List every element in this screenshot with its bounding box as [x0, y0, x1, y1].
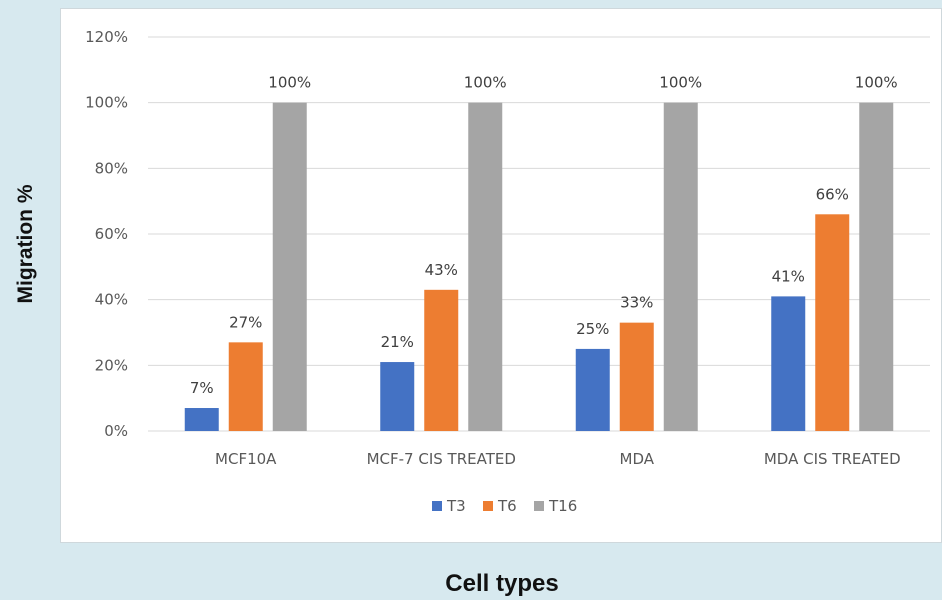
bar-t6-1 [228, 342, 263, 431]
category-label: MCF10A [215, 450, 277, 468]
x-axis-title: Cell types [445, 570, 559, 597]
bar-t3-2 [380, 362, 415, 431]
category-label: MDA CIS TREATED [764, 450, 901, 468]
y-tick-label: 40% [95, 291, 128, 309]
bar-t3-1 [184, 408, 219, 431]
data-label: 100% [659, 74, 702, 92]
y-tick-label: 100% [85, 94, 128, 112]
legend: T3 T6 T16 [432, 497, 577, 515]
data-label: 43% [425, 261, 458, 279]
category-label: MCF-7 CIS TREATED [367, 450, 516, 468]
data-label: 66% [816, 185, 849, 203]
bar-t6-2 [424, 289, 459, 431]
legend-label: T16 [548, 497, 577, 515]
y-axis-ticks: 0% 20% 40% 60% 80% 100% 120% [85, 28, 128, 440]
data-label: 21% [381, 333, 414, 351]
data-label: 41% [772, 267, 805, 285]
y-tick-label: 0% [104, 422, 128, 440]
y-tick-label: 60% [95, 225, 128, 243]
x-axis-categories: MCF10A MCF-7 CIS TREATED MDA MDA CIS TREATE… [215, 450, 901, 468]
data-label: 100% [464, 74, 507, 92]
bar-t6-4 [815, 214, 850, 431]
bar-t16-4 [859, 102, 894, 432]
data-labels: 7% 27% 100% 21% 43% 100% 25% 33% 100% 41% 66% 100% [190, 74, 898, 397]
y-tick-label: 80% [95, 159, 128, 177]
bar-t3-3 [575, 348, 610, 431]
bar-chart: 0% 20% 40% 60% 80% 100% 120% 7% 27% 100% 21% 43% 10… [85, 28, 930, 515]
bar-t6-3 [619, 322, 654, 431]
data-label: 27% [229, 313, 262, 331]
data-label: 7% [190, 379, 214, 397]
legend-label: T3 [446, 497, 466, 515]
bar-t16-3 [663, 102, 698, 432]
y-axis-title: Migration % [14, 184, 37, 304]
y-tick-label: 120% [85, 28, 128, 46]
data-label: 25% [576, 320, 609, 338]
y-tick-label: 20% [95, 356, 128, 374]
legend-swatch [534, 501, 544, 511]
legend-label: T6 [497, 497, 517, 515]
data-label: 100% [855, 74, 898, 92]
bar-t3-4 [771, 296, 806, 431]
category-label: MDA [620, 450, 655, 468]
data-label: 33% [620, 294, 653, 312]
bar-t16-1 [272, 102, 307, 432]
gridlines [148, 36, 930, 432]
legend-swatch [432, 501, 442, 511]
bars [184, 102, 894, 432]
legend-swatch [483, 501, 493, 511]
bar-t16-2 [468, 102, 503, 432]
data-label: 100% [268, 74, 311, 92]
